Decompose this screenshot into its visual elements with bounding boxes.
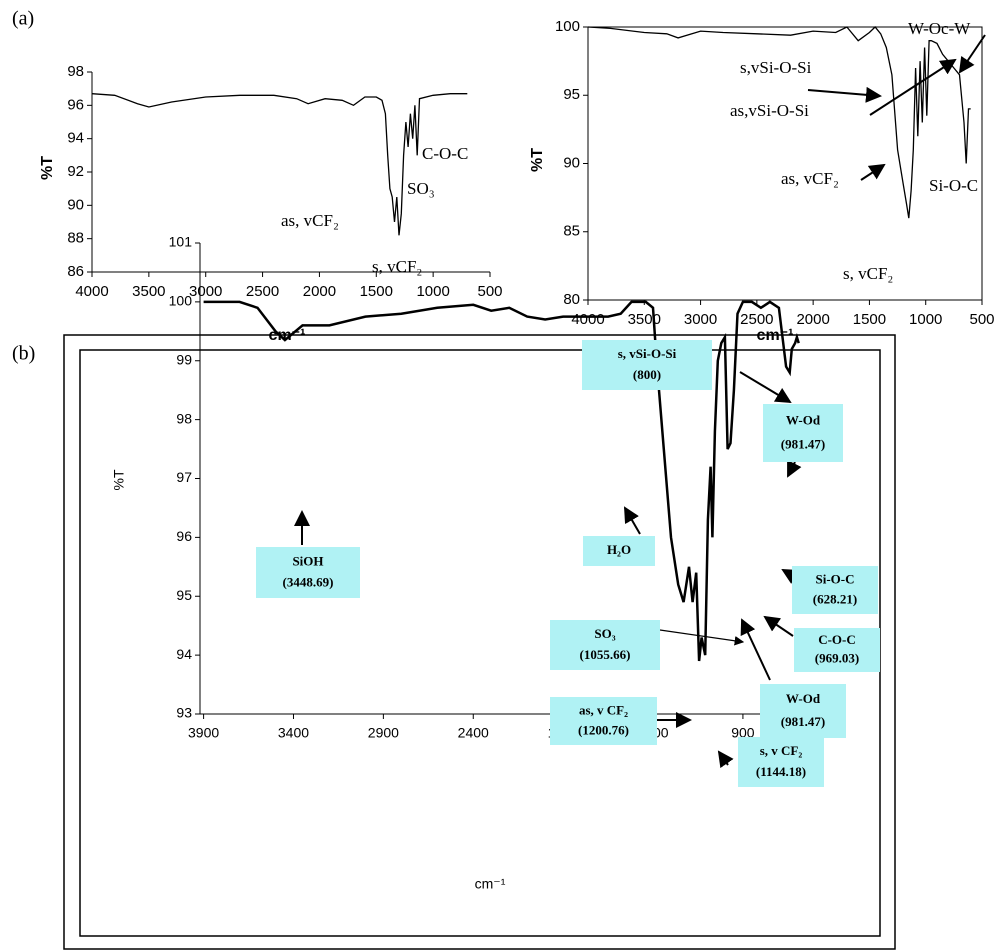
panel-label: (b) xyxy=(12,343,35,365)
x-tick-label: 3000 xyxy=(684,311,717,328)
chart: (b) 93 94 95 96 97 98 99 100 101 3900 3400 2900 2400 1… xyxy=(12,234,880,892)
y-tick-label: 90 xyxy=(563,154,580,171)
x-tick-label: 3900 xyxy=(188,725,219,741)
annotation-box xyxy=(582,340,712,390)
y-tick-label: 95 xyxy=(176,587,192,603)
spectrum-line xyxy=(587,26,971,219)
panel-label: (a) xyxy=(12,8,34,30)
annotation-box xyxy=(550,697,657,745)
x-tick-label: 1000 xyxy=(909,311,942,328)
annotation: s, vCF₂ xyxy=(843,264,893,283)
x-tick-label: 2500 xyxy=(740,311,773,328)
annotation: H₂O xyxy=(607,542,631,557)
annotation: C-O-C xyxy=(818,632,856,647)
annotation-box xyxy=(583,536,655,566)
y-tick-label: 93 xyxy=(176,705,192,721)
y-tick-label: 96 xyxy=(67,96,84,113)
annotation: (981.47) xyxy=(781,437,825,452)
chart: (a) 86 88 90 92 94 96 98 4000 3500 3000 2500 2000 150… xyxy=(12,8,503,345)
annotation: SO₃ xyxy=(407,179,435,198)
x-tick-label: 3500 xyxy=(132,283,165,300)
x-tick-label: 1500 xyxy=(360,283,393,300)
annotation: (1200.76) xyxy=(578,723,629,738)
annotation: s, vSi-O-Si xyxy=(618,346,677,361)
annotation: (981.47) xyxy=(781,714,825,729)
x-tick-label: 2900 xyxy=(368,725,399,741)
y-tick-label: 90 xyxy=(67,196,84,213)
spectrum-line xyxy=(203,300,800,662)
annotation: (628.21) xyxy=(813,592,857,607)
annotation: as, vCF₂ xyxy=(281,211,339,230)
annotation: as, vCF₂ xyxy=(781,169,839,188)
outer-frame xyxy=(63,334,896,950)
annotation: W-Od xyxy=(786,691,821,706)
annotation-box xyxy=(760,684,846,738)
y-tick-label: 100 xyxy=(169,293,193,309)
y-tick-label: 88 xyxy=(67,230,84,247)
annotation: as, v CF₂ xyxy=(579,702,628,717)
y-tick-label: 94 xyxy=(67,130,84,147)
annotation: (800) xyxy=(633,367,661,382)
y-tick-label: 95 xyxy=(563,86,580,103)
y-axis-label: %T xyxy=(111,469,127,490)
annotation: SiOH xyxy=(292,553,323,568)
y-tick-label: 96 xyxy=(176,528,192,544)
annotation-box xyxy=(763,404,843,462)
annotation: (1144.18) xyxy=(756,764,806,779)
annotation: as,vSi-O-Si xyxy=(730,101,809,120)
y-tick-label: 86 xyxy=(67,263,84,280)
annotation: s, v CF₂ xyxy=(760,743,803,758)
annotation: (969.03) xyxy=(815,651,859,666)
annotation: Si-O-C xyxy=(816,571,855,586)
y-tick-label: 80 xyxy=(563,291,580,308)
arrows xyxy=(294,34,986,769)
x-tick-label: 900 xyxy=(731,725,755,741)
x-tick-label: 500 xyxy=(969,311,994,328)
x-tick-label: 3000 xyxy=(189,283,222,300)
x-tick-label: 3500 xyxy=(628,311,661,328)
x-tick-label: 3400 xyxy=(278,725,309,741)
annotation-box xyxy=(738,737,824,787)
annotation: W-Od xyxy=(786,412,821,427)
y-tick-label: 97 xyxy=(176,469,192,485)
x-axis-label: cm⁻¹ xyxy=(475,876,506,892)
y-tick-label: 92 xyxy=(67,163,84,180)
annotation-box xyxy=(256,547,360,598)
annotation: C-O-C xyxy=(422,144,468,163)
x-axis-label: cm⁻¹ xyxy=(757,327,794,344)
y-tick-label: 98 xyxy=(176,410,192,426)
x-tick-label: 2400 xyxy=(458,725,489,741)
annotation-box xyxy=(794,628,880,672)
annotation: Si-O-C xyxy=(929,176,978,195)
y-axis-label: %T xyxy=(529,148,546,172)
annotation: (1055.66) xyxy=(580,647,631,662)
y-tick-label: 101 xyxy=(169,234,193,250)
annotation: s, vCF₂ xyxy=(372,257,422,276)
x-tick-label: 2500 xyxy=(246,283,279,300)
annotation: SO₃ xyxy=(594,626,615,641)
x-tick-label: 1500 xyxy=(853,311,886,328)
x-tick-label: 1000 xyxy=(416,283,449,300)
annotation: W-Oc-W xyxy=(908,19,971,38)
chart: 80 85 90 95 100 4000 3500 3000 2500 2000 1500 1000 5… xyxy=(529,18,994,344)
y-tick-label: 85 xyxy=(563,223,580,240)
y-tick-label: 94 xyxy=(176,646,192,662)
x-tick-label: 4000 xyxy=(75,283,108,300)
annotation-box xyxy=(792,566,878,614)
y-tick-label: 100 xyxy=(555,18,580,35)
x-tick-label: 500 xyxy=(477,283,502,300)
y-axis-label: %T xyxy=(39,156,56,180)
annotation: (3448.69) xyxy=(283,575,334,590)
annotation-box xyxy=(550,620,660,670)
y-tick-label: 98 xyxy=(67,63,84,80)
y-tick-label: 99 xyxy=(176,351,192,367)
x-tick-label: 2000 xyxy=(303,283,336,300)
spectrum-line xyxy=(91,93,468,236)
x-tick-label: 4000 xyxy=(571,311,604,328)
annotation: s,vSi-O-Si xyxy=(740,58,812,77)
x-tick-label: 2000 xyxy=(796,311,829,328)
